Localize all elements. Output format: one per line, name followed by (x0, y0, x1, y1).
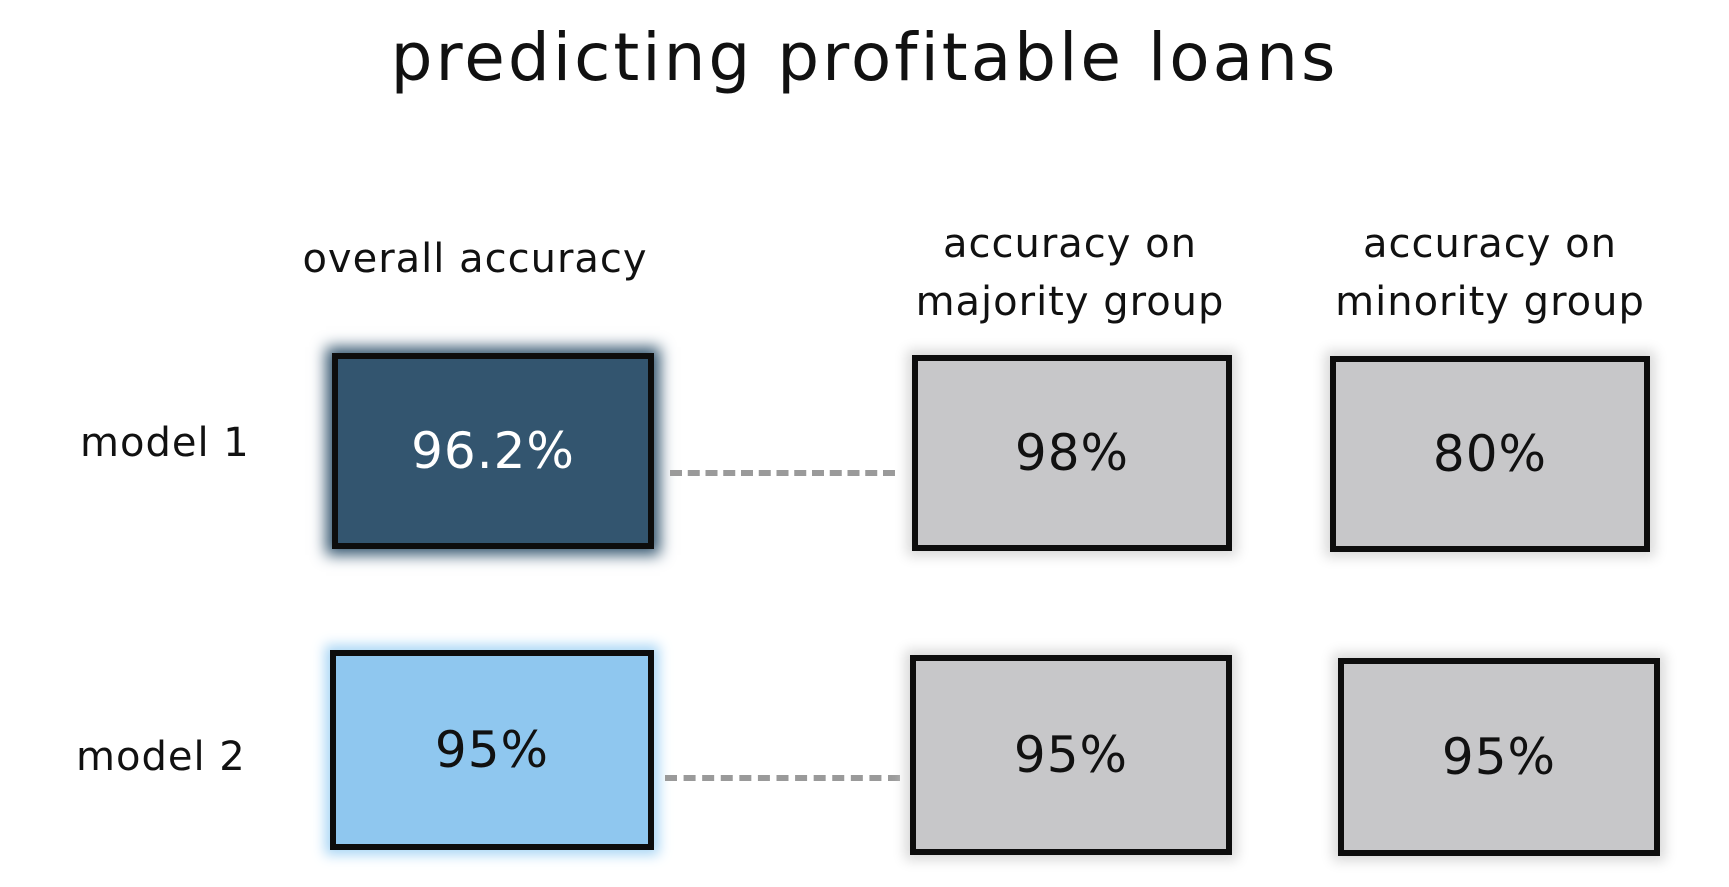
model-1-minority-value: 80% (1432, 425, 1548, 483)
model-1-overall-box: 96.2% (332, 353, 654, 549)
model-1-majority-value: 98% (1014, 424, 1130, 482)
model-2-minority-value: 95% (1441, 728, 1557, 786)
header-minority-line2: minority group (1335, 279, 1645, 325)
model-1-majority-box: 98% (912, 355, 1232, 551)
model-1-minority-box: 80% (1330, 356, 1650, 552)
header-minority-group: accuracy on minority group (1320, 215, 1660, 331)
header-minority-line1: accuracy on (1362, 221, 1617, 267)
model-1-overall-value: 96.2% (411, 422, 575, 480)
header-majority-group: accuracy on majority group (900, 215, 1240, 331)
model-2-overall-value: 95% (434, 721, 550, 779)
row-label-model-2: model 2 (76, 734, 246, 780)
row-label-model-1: model 1 (80, 420, 250, 466)
model-2-overall-box: 95% (330, 650, 654, 850)
header-overall-accuracy: overall accuracy (300, 230, 650, 288)
model-2-majority-box: 95% (910, 655, 1232, 855)
header-majority-line1: accuracy on (942, 221, 1197, 267)
slide-title: predicting profitable loans (390, 19, 1339, 96)
model-1-connector (670, 470, 895, 476)
model-2-connector (665, 775, 900, 781)
header-overall-label: overall accuracy (302, 236, 648, 282)
header-majority-line2: majority group (915, 279, 1225, 325)
model-2-minority-box: 95% (1338, 658, 1660, 856)
model-2-majority-value: 95% (1013, 726, 1129, 784)
